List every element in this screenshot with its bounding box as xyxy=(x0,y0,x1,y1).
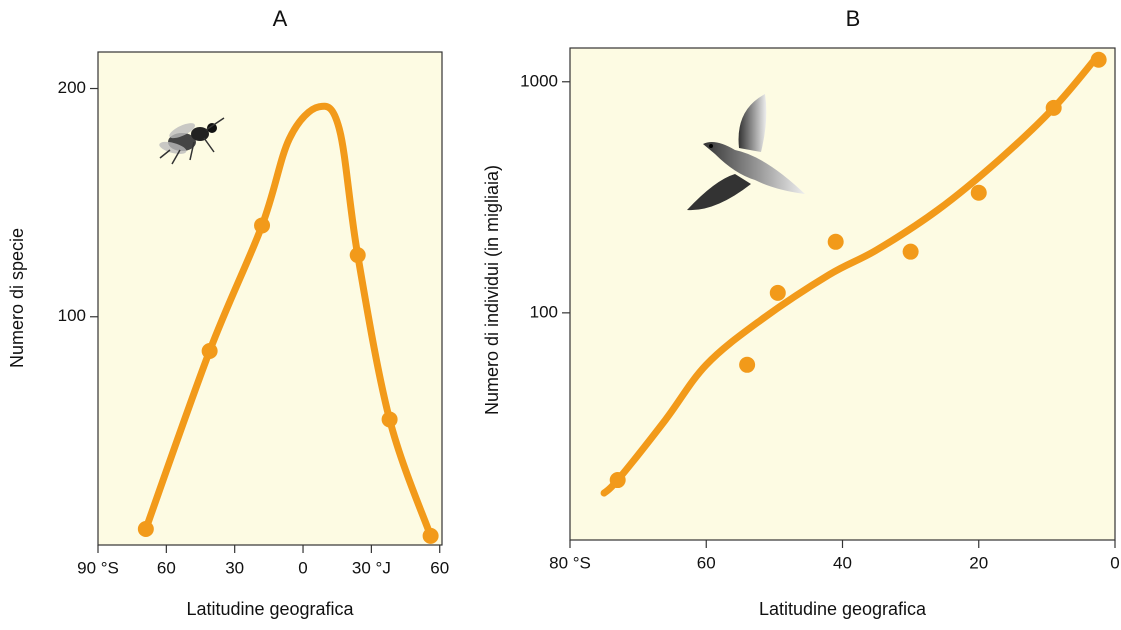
data-point xyxy=(902,243,919,260)
data-point xyxy=(1090,51,1107,68)
x-tick-label: 30 xyxy=(225,558,244,577)
y-tick-label: 1000 xyxy=(520,71,558,90)
y-tick-label: 200 xyxy=(58,78,86,97)
data-point xyxy=(137,521,154,538)
data-point xyxy=(381,411,398,428)
x-tick-label: 0 xyxy=(298,558,307,577)
y-axis-label: Numero di specie xyxy=(7,228,27,368)
plot-area xyxy=(569,47,1116,541)
y-tick-label: 100 xyxy=(530,302,558,321)
x-tick-label: 60 xyxy=(697,553,716,572)
data-point xyxy=(1045,99,1062,116)
x-tick-label: 30 °J xyxy=(352,558,391,577)
data-point xyxy=(422,527,439,544)
x-tick-label: 0 xyxy=(1110,553,1119,572)
plot-area xyxy=(97,51,443,546)
data-point xyxy=(739,356,756,373)
data-point xyxy=(254,217,271,234)
data-point xyxy=(827,233,844,250)
data-point xyxy=(201,342,218,359)
y-axis-label: Numero di individui (in migliaia) xyxy=(482,165,502,415)
fly-icon xyxy=(159,117,225,165)
x-axis-label: Latitudine geografica xyxy=(186,599,354,619)
x-tick-label: 40 xyxy=(833,553,852,572)
x-tick-label: 60 xyxy=(157,558,176,577)
chart-title: B xyxy=(846,6,861,31)
x-tick-label: 90 °S xyxy=(77,558,119,577)
data-point xyxy=(769,284,786,301)
x-tick-label: 60 xyxy=(430,558,449,577)
x-tick-label: 80 °S xyxy=(549,553,591,572)
chart-title: A xyxy=(273,6,288,31)
trend-line xyxy=(600,56,1099,497)
data-point xyxy=(609,472,626,489)
data-point xyxy=(349,247,366,264)
x-tick-label: 20 xyxy=(969,553,988,572)
plots: A Latitudine geografica Numero di specie 10… xyxy=(7,6,1120,619)
data-point xyxy=(970,184,987,201)
y-tick-label: 100 xyxy=(58,306,86,325)
x-axis-label: Latitudine geografica xyxy=(759,599,927,619)
bird-icon xyxy=(687,94,805,211)
